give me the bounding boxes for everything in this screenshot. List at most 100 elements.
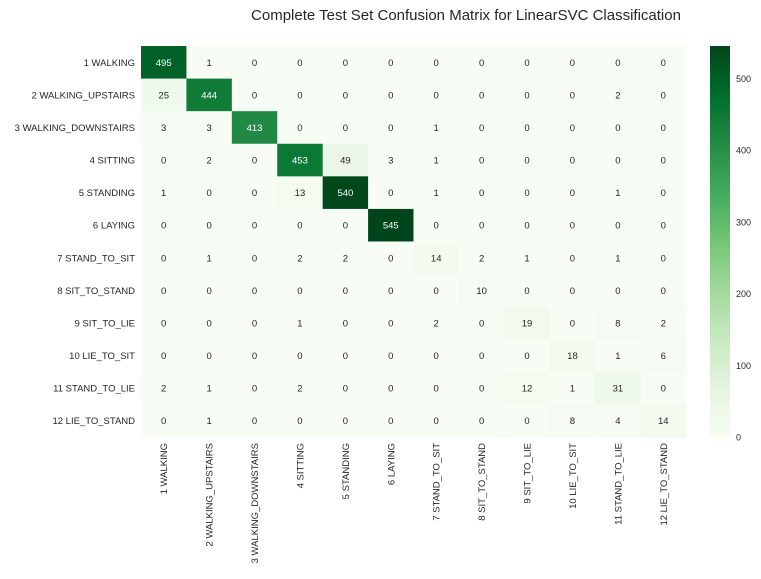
cell-value-label: 3 bbox=[206, 123, 211, 134]
cell-value-label: 0 bbox=[524, 156, 529, 167]
cell-value-label: 0 bbox=[161, 351, 166, 362]
heatmap-cell bbox=[640, 339, 687, 373]
heatmap-cell bbox=[141, 339, 187, 373]
cell-value-label: 14 bbox=[431, 253, 442, 264]
cell-value-label: 0 bbox=[570, 156, 575, 167]
cell-value-label: 0 bbox=[570, 286, 575, 297]
cell-value-label: 0 bbox=[524, 351, 529, 362]
cell-value-label: 0 bbox=[434, 90, 439, 101]
chart-title: Complete Test Set Confusion Matrix for L… bbox=[251, 7, 681, 24]
heatmap-cell bbox=[368, 274, 414, 308]
cell-value-label: 0 bbox=[524, 58, 529, 69]
cell-value-label: 0 bbox=[524, 416, 529, 427]
x-tick-label: 6 LAYING bbox=[386, 443, 397, 485]
colorbar-tick-label: 0 bbox=[736, 433, 741, 443]
cell-value-label: 1 bbox=[434, 188, 439, 199]
heatmap-cell bbox=[322, 371, 369, 405]
cell-value-label: 0 bbox=[343, 221, 348, 232]
cell-value-label: 0 bbox=[252, 286, 257, 297]
cell-value-label: 0 bbox=[661, 156, 666, 167]
cell-value-label: 0 bbox=[252, 318, 257, 329]
heatmap-cell bbox=[640, 241, 687, 275]
heatmap-cell bbox=[368, 78, 414, 112]
colorbar bbox=[710, 46, 730, 437]
cell-value-label: 0 bbox=[661, 58, 666, 69]
heatmap-cell bbox=[277, 306, 324, 340]
heatmap-cell bbox=[368, 241, 414, 275]
heatmap-cell bbox=[504, 306, 551, 340]
heatmap-cell bbox=[231, 46, 278, 80]
x-tick-label: 1 WALKING bbox=[159, 443, 170, 494]
heatmap-cell bbox=[640, 274, 687, 308]
cell-value-label: 0 bbox=[388, 253, 393, 264]
heatmap-cell bbox=[504, 404, 551, 438]
heatmap-cell bbox=[549, 176, 596, 210]
y-tick-label: 8 SIT_TO_STAND bbox=[57, 286, 135, 297]
heatmap-cell bbox=[458, 208, 505, 242]
cell-value-label: 2 bbox=[297, 253, 302, 264]
cell-value-label: 0 bbox=[570, 188, 575, 199]
cell-value-label: 1 bbox=[524, 253, 529, 264]
heatmap-cell bbox=[458, 111, 505, 145]
cell-value-label: 0 bbox=[388, 416, 393, 427]
cell-value-label: 0 bbox=[297, 90, 302, 101]
cell-value-label: 0 bbox=[570, 123, 575, 134]
cell-value-label: 0 bbox=[343, 384, 348, 395]
cell-value-label: 0 bbox=[297, 123, 302, 134]
cell-value-label: 0 bbox=[524, 286, 529, 297]
heatmap-cell bbox=[458, 78, 505, 112]
heatmap-cell bbox=[186, 241, 233, 275]
heatmap-cell bbox=[277, 143, 324, 177]
heatmap-cell bbox=[277, 339, 324, 373]
x-tick-label: 11 STAND_TO_LIE bbox=[613, 443, 624, 525]
heatmap-cell bbox=[368, 371, 414, 405]
heatmap-cell bbox=[549, 46, 596, 80]
heatmap-cell bbox=[231, 208, 278, 242]
heatmap-cell bbox=[413, 306, 460, 340]
heatmap-cell bbox=[413, 143, 460, 177]
cell-value-label: 0 bbox=[388, 351, 393, 362]
cell-value-label: 1 bbox=[615, 253, 620, 264]
heatmap-cell bbox=[322, 143, 369, 177]
cell-value-label: 0 bbox=[479, 188, 484, 199]
heatmap-cell bbox=[141, 274, 187, 308]
cell-value-label: 0 bbox=[570, 58, 575, 69]
heatmap-cell bbox=[458, 274, 505, 308]
heatmap-cell bbox=[277, 404, 324, 438]
heatmap-cell bbox=[231, 371, 278, 405]
cell-value-label: 0 bbox=[479, 90, 484, 101]
heatmap-cell bbox=[504, 208, 551, 242]
cell-value-label: 19 bbox=[522, 318, 533, 329]
heatmap-cell bbox=[277, 176, 324, 210]
cell-value-label: 0 bbox=[434, 351, 439, 362]
cell-value-label: 0 bbox=[570, 90, 575, 101]
heatmap-cell bbox=[186, 404, 233, 438]
heatmap-cell bbox=[595, 339, 642, 373]
cell-value-label: 0 bbox=[206, 318, 211, 329]
cell-value-label: 6 bbox=[661, 351, 666, 362]
cell-value-label: 0 bbox=[524, 221, 529, 232]
heatmap-cell bbox=[322, 208, 369, 242]
heatmap-cell bbox=[277, 274, 324, 308]
heatmap-cell bbox=[141, 306, 187, 340]
heatmap-cell bbox=[141, 371, 187, 405]
heatmap-cell bbox=[186, 143, 233, 177]
cell-value-label: 31 bbox=[613, 384, 624, 395]
heatmap-cell bbox=[186, 306, 233, 340]
heatmap-cell bbox=[595, 46, 642, 80]
heatmap-cell bbox=[640, 143, 687, 177]
heatmap-cell bbox=[368, 111, 414, 145]
cell-value-label: 0 bbox=[252, 90, 257, 101]
heatmap-cell bbox=[368, 306, 414, 340]
cell-value-label: 1 bbox=[206, 384, 211, 395]
x-tick-label: 3 WALKING_DOWNSTAIRS bbox=[250, 443, 261, 563]
heatmap-cell bbox=[231, 111, 278, 145]
heatmap-cell bbox=[322, 46, 369, 80]
cell-value-label: 8 bbox=[570, 416, 575, 427]
heatmap-cell bbox=[504, 371, 551, 405]
heatmap-cell bbox=[186, 176, 233, 210]
colorbar-tick-label: 100 bbox=[736, 361, 751, 371]
cell-value-label: 0 bbox=[661, 384, 666, 395]
cell-value-label: 0 bbox=[615, 156, 620, 167]
